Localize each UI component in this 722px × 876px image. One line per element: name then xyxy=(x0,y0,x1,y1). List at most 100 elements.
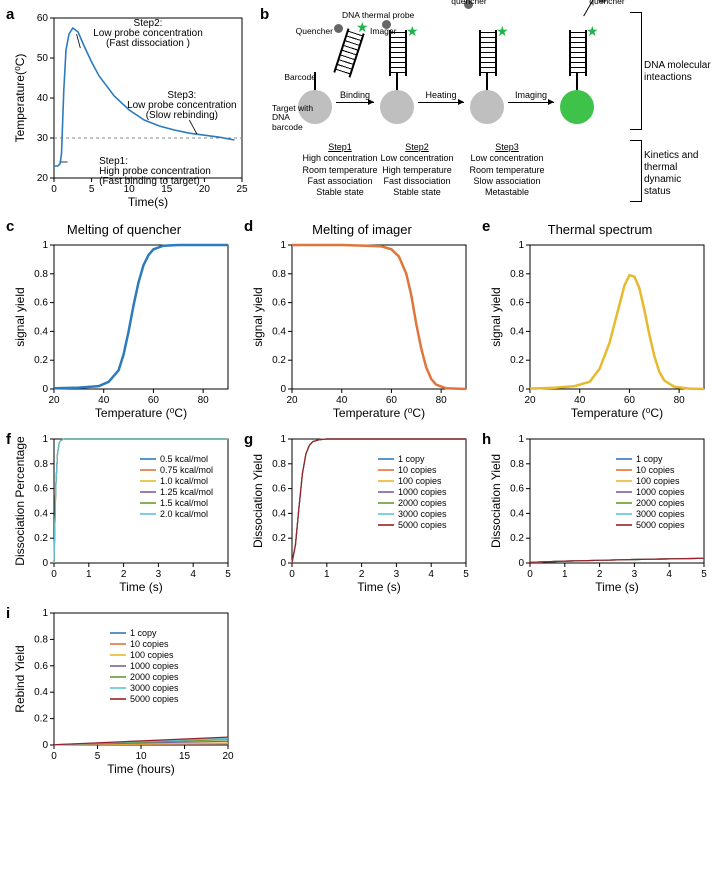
svg-text:0.6: 0.6 xyxy=(34,298,48,309)
svg-text:Temperature(⁰C): Temperature(⁰C) xyxy=(13,54,27,143)
chart-h: 01234500.20.40.60.81Time (s)Dissociation… xyxy=(484,433,716,603)
panel-c: c Melting of quencher 2040608000.20.40.6… xyxy=(8,220,240,429)
svg-text:1: 1 xyxy=(86,569,92,580)
panel-b: b ★QuencherDNA thermal probeImagerBarcod… xyxy=(262,8,714,216)
svg-text:1: 1 xyxy=(42,434,48,445)
svg-text:1: 1 xyxy=(280,240,286,251)
svg-text:10 copies: 10 copies xyxy=(398,465,437,475)
svg-text:1 copy: 1 copy xyxy=(398,454,425,464)
svg-text:100 copies: 100 copies xyxy=(636,476,680,486)
svg-text:10 copies: 10 copies xyxy=(130,639,169,649)
panel-e-label: e xyxy=(482,218,490,235)
svg-text:Dissociation Yield: Dissociation Yield xyxy=(251,454,265,548)
panel-c-title: Melting of quencher xyxy=(8,222,240,237)
svg-text:1 copy: 1 copy xyxy=(636,454,663,464)
svg-text:60: 60 xyxy=(37,13,49,24)
panel-h-label: h xyxy=(482,431,491,448)
svg-text:0.5 kcal/mol: 0.5 kcal/mol xyxy=(160,454,208,464)
svg-text:2: 2 xyxy=(121,569,127,580)
panel-c-label: c xyxy=(6,218,14,235)
svg-text:0: 0 xyxy=(51,184,57,195)
svg-text:Time (hours): Time (hours) xyxy=(107,762,175,776)
svg-text:60: 60 xyxy=(624,395,636,406)
svg-text:0.75 kcal/mol: 0.75 kcal/mol xyxy=(160,465,213,475)
svg-text:25: 25 xyxy=(236,184,248,195)
svg-text:1.25 kcal/mol: 1.25 kcal/mol xyxy=(160,487,213,497)
panel-g: g 01234500.20.40.60.81Time (s)Dissociati… xyxy=(246,433,478,603)
svg-text:60: 60 xyxy=(148,395,160,406)
svg-text:0: 0 xyxy=(42,558,48,569)
svg-text:40: 40 xyxy=(37,93,49,104)
svg-text:20: 20 xyxy=(48,395,60,406)
svg-text:5000 copies: 5000 copies xyxy=(398,520,447,530)
svg-text:20: 20 xyxy=(37,173,49,184)
svg-text:0.6: 0.6 xyxy=(510,484,524,495)
svg-text:0.6: 0.6 xyxy=(34,661,48,672)
svg-text:(Fast dissociation ): (Fast dissociation ) xyxy=(106,38,190,49)
svg-text:signal yield: signal yield xyxy=(13,287,27,346)
svg-text:40: 40 xyxy=(574,395,586,406)
svg-text:0.8: 0.8 xyxy=(34,459,48,470)
chart-a: 05101520252030405060Time(s)Temperature(⁰… xyxy=(8,8,256,216)
svg-text:1: 1 xyxy=(324,569,330,580)
svg-text:1: 1 xyxy=(562,569,568,580)
svg-text:20: 20 xyxy=(222,751,234,762)
svg-text:1: 1 xyxy=(518,434,524,445)
svg-text:0.8: 0.8 xyxy=(272,459,286,470)
svg-text:5: 5 xyxy=(463,569,469,580)
svg-text:0.4: 0.4 xyxy=(34,687,48,698)
panel-a: a 05101520252030405060Time(s)Temperature… xyxy=(8,8,256,216)
svg-text:Temperature (⁰C): Temperature (⁰C) xyxy=(333,406,425,420)
panel-i: i 0510152000.20.40.60.81Time (hours)Rebi… xyxy=(8,607,240,785)
svg-text:0.2: 0.2 xyxy=(272,355,286,366)
svg-text:Time (s): Time (s) xyxy=(595,580,639,594)
svg-text:0.8: 0.8 xyxy=(510,459,524,470)
svg-text:0.2: 0.2 xyxy=(510,355,524,366)
svg-text:100 copies: 100 copies xyxy=(398,476,442,486)
svg-text:0.8: 0.8 xyxy=(510,269,524,280)
svg-text:2000 copies: 2000 copies xyxy=(636,498,685,508)
svg-text:(Slow rebinding): (Slow rebinding) xyxy=(146,110,218,121)
svg-text:1 copy: 1 copy xyxy=(130,628,157,638)
svg-text:0.4: 0.4 xyxy=(272,326,286,337)
svg-text:5000 copies: 5000 copies xyxy=(636,520,685,530)
svg-text:signal yield: signal yield xyxy=(489,287,503,346)
panel-f: f 01234500.20.40.60.81Time (s)Dissociati… xyxy=(8,433,240,603)
svg-text:15: 15 xyxy=(179,751,191,762)
panel-a-label: a xyxy=(6,6,14,23)
svg-text:1.5 kcal/mol: 1.5 kcal/mol xyxy=(160,498,208,508)
panel-e-title: Thermal spectrum xyxy=(484,222,716,237)
svg-text:1: 1 xyxy=(42,608,48,619)
svg-text:3: 3 xyxy=(156,569,162,580)
chart-d: 2040608000.20.40.60.81Temperature (⁰C)si… xyxy=(246,239,478,429)
svg-text:0.2: 0.2 xyxy=(272,533,286,544)
svg-text:0.4: 0.4 xyxy=(34,326,48,337)
svg-text:4: 4 xyxy=(190,569,196,580)
svg-text:3000 copies: 3000 copies xyxy=(636,509,685,519)
svg-text:Temperature (⁰C): Temperature (⁰C) xyxy=(571,406,663,420)
svg-text:0: 0 xyxy=(280,558,286,569)
figure: a 05101520252030405060Time(s)Temperature… xyxy=(8,8,714,785)
svg-text:5: 5 xyxy=(95,751,101,762)
svg-text:1000 copies: 1000 copies xyxy=(130,661,179,671)
svg-text:0.6: 0.6 xyxy=(34,484,48,495)
svg-text:Rebind Yield: Rebind Yield xyxy=(13,645,27,712)
panel-g-label: g xyxy=(244,431,253,448)
svg-text:40: 40 xyxy=(336,395,348,406)
svg-text:0: 0 xyxy=(51,751,57,762)
svg-text:Time (s): Time (s) xyxy=(119,580,163,594)
svg-text:0.8: 0.8 xyxy=(34,269,48,280)
svg-text:3000 copies: 3000 copies xyxy=(398,509,447,519)
svg-text:60: 60 xyxy=(386,395,398,406)
svg-text:80: 80 xyxy=(436,395,448,406)
svg-text:2000 copies: 2000 copies xyxy=(398,498,447,508)
svg-text:1000 copies: 1000 copies xyxy=(398,487,447,497)
svg-text:signal yield: signal yield xyxy=(251,287,265,346)
svg-text:1: 1 xyxy=(280,434,286,445)
svg-text:0.8: 0.8 xyxy=(272,269,286,280)
panel-d: d Melting of imager 2040608000.20.40.60.… xyxy=(246,220,478,429)
panel-i-label: i xyxy=(6,605,10,622)
svg-text:0: 0 xyxy=(42,740,48,751)
svg-text:4: 4 xyxy=(666,569,672,580)
svg-text:5000 copies: 5000 copies xyxy=(130,694,179,704)
